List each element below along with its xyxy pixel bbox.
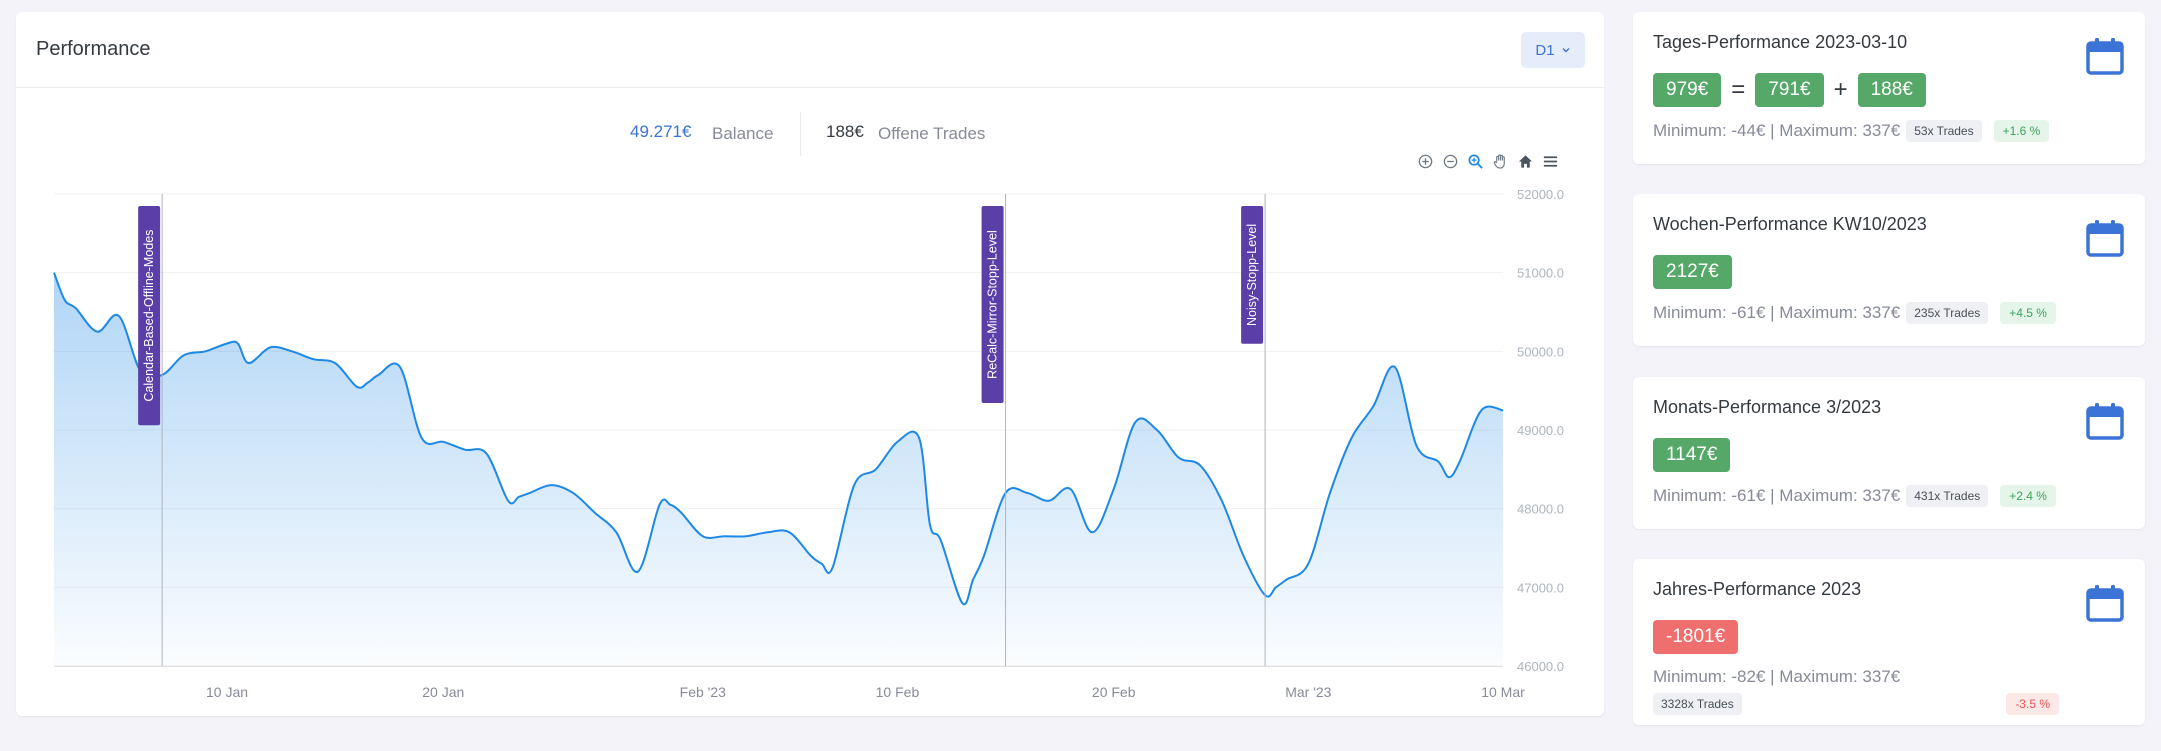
annotation-label: Calendar-Based-Offline-Modes <box>142 230 156 402</box>
y-tick-label: 49000.0 <box>1517 423 1564 438</box>
y-tick-label: 51000.0 <box>1517 266 1564 281</box>
x-tick-label: 20 Jan <box>422 684 464 700</box>
yearly-meta: Minimum: -82€ | Maximum: 337€ <box>1653 667 1900 687</box>
balance-value: 49.271€ <box>630 122 692 141</box>
zoom-in-icon[interactable] <box>1416 152 1434 170</box>
annotation-label-box <box>981 206 1004 403</box>
y-tick-label: 48000.0 <box>1517 502 1564 517</box>
calendar-icon <box>2086 585 2124 622</box>
x-tick-label: 20 Feb <box>1092 684 1136 700</box>
zoom-out-icon[interactable] <box>1441 152 1459 170</box>
weekly-trades-count: 235x Trades <box>1906 302 1989 324</box>
menu-icon[interactable] <box>1541 152 1559 170</box>
balance-label: Balance <box>712 124 774 143</box>
calendar-icon <box>2086 38 2124 75</box>
yearly-trades-count: 3328x Trades <box>1653 693 1742 715</box>
annotation-label-box <box>138 206 161 426</box>
chart-toolbar <box>1416 152 1559 174</box>
daily-trades-count: 53x Trades <box>1906 120 1982 142</box>
y-tick-label: 52000.0 <box>1517 187 1564 202</box>
calendar-icon <box>2086 220 2124 257</box>
weekly-performance-title: Wochen-Performance KW10/2023 <box>1653 214 1927 234</box>
reset-home-icon[interactable] <box>1516 152 1534 170</box>
stats-divider <box>800 112 801 156</box>
daily-total-badge: 979€ <box>1653 73 1722 107</box>
balance-area-fill <box>54 272 1503 666</box>
y-tick-label: 46000.0 <box>1517 659 1564 674</box>
yearly-performance-card: Jahres-Performance 2023 -1801€ Minimum: … <box>1633 559 2145 725</box>
y-tick-label: 50000.0 <box>1517 344 1564 359</box>
yearly-total-badge: -1801€ <box>1653 620 1739 654</box>
open-trades-value: 188€ <box>826 122 864 141</box>
balance-chart: 52000.0 51000.0 50000.0 49000.0 48000.0 47000… <box>53 187 1564 700</box>
weekly-min-max: Minimum: -61€ | Maximum: 337€ <box>1653 303 1901 322</box>
daily-min-max: Minimum: -44€ | Maximum: 337€ <box>1653 121 1901 140</box>
yearly-percent-badge: -3.5 % <box>2006 693 2059 715</box>
weekly-percent-badge: +4.5 % <box>2000 302 2056 324</box>
x-tick-label: 10 Jan <box>206 684 248 700</box>
yearly-performance-title: Jahres-Performance 2023 <box>1653 579 1862 599</box>
annotation-label: ReCalc-Mirror-Stopp-Level <box>986 230 1000 379</box>
monthly-performance-title: Monats-Performance 3/2023 <box>1653 397 1882 417</box>
x-tick-label: 10 Feb <box>876 684 920 700</box>
daily-performance-breakdown: 979€ = 791€ + 188€ <box>1653 73 1926 107</box>
open-trades-label: Offene Trades <box>878 124 986 143</box>
chevron-down-icon <box>1562 48 1570 53</box>
monthly-meta: Minimum: -61€ | Maximum: 337€ 431x Trade… <box>1653 485 2056 507</box>
annotation-label-box <box>1241 206 1264 344</box>
yearly-min-max: Minimum: -82€ | Maximum: 337€ <box>1653 667 1901 686</box>
timeframe-dropdown[interactable]: D1 <box>1521 32 1585 68</box>
daily-performance-card: Tages-Performance 2023-03-10 979€ = 791€… <box>1633 12 2145 164</box>
monthly-performance-breakdown: 1147€ <box>1653 438 1731 472</box>
daily-open-badge: 188€ <box>1857 73 1926 107</box>
monthly-performance-card: Monats-Performance 3/2023 1147€ Minimum:… <box>1633 377 2145 529</box>
page-title: Performance <box>36 38 151 60</box>
yearly-meta-row2: 3328x Trades -3.5 % <box>1653 693 2125 715</box>
performance-stats: 49.271€ Balance 188€ Offene Trades <box>16 112 1604 156</box>
weekly-performance-breakdown: 2127€ <box>1653 255 1732 289</box>
performance-card-header: Performance D1 <box>16 12 1604 88</box>
x-tick-label: 10 Mar <box>1481 684 1525 700</box>
equals-sign: = <box>1731 76 1746 103</box>
monthly-percent-badge: +2.4 % <box>2000 485 2056 507</box>
weekly-performance-card: Wochen-Performance KW10/2023 2127€ Minim… <box>1633 194 2145 346</box>
calendar-icon <box>2086 403 2124 440</box>
yearly-performance-breakdown: -1801€ <box>1653 620 1739 654</box>
monthly-total-badge: 1147€ <box>1653 438 1731 472</box>
daily-performance-title: Tages-Performance 2023-03-10 <box>1653 32 1908 52</box>
balance-series-line <box>53 272 1504 606</box>
daily-percent-badge: +1.6 % <box>1993 120 2050 142</box>
timeframe-value: D1 <box>1535 41 1555 59</box>
monthly-min-max: Minimum: -61€ | Maximum: 337€ <box>1653 486 1901 505</box>
annotation-label: Noisy-Stopp-Level <box>1245 224 1259 326</box>
y-tick-label: 47000.0 <box>1517 580 1564 595</box>
x-tick-label: Mar '23 <box>1285 684 1331 700</box>
weekly-total-badge: 2127€ <box>1653 255 1732 289</box>
weekly-meta: Minimum: -61€ | Maximum: 337€ 235x Trade… <box>1653 302 2056 324</box>
pan-hand-icon[interactable] <box>1491 152 1509 170</box>
monthly-trades-count: 431x Trades <box>1906 485 1989 507</box>
daily-closed-badge: 791€ <box>1755 73 1824 107</box>
performance-card: Performance D1 49.271€ Balance 188€ Offe… <box>16 12 1604 716</box>
x-tick-label: Feb '23 <box>680 684 726 700</box>
plus-sign: + <box>1833 76 1848 103</box>
daily-meta: Minimum: -44€ | Maximum: 337€ 53x Trades… <box>1653 120 2050 142</box>
selection-zoom-icon[interactable] <box>1466 152 1484 170</box>
